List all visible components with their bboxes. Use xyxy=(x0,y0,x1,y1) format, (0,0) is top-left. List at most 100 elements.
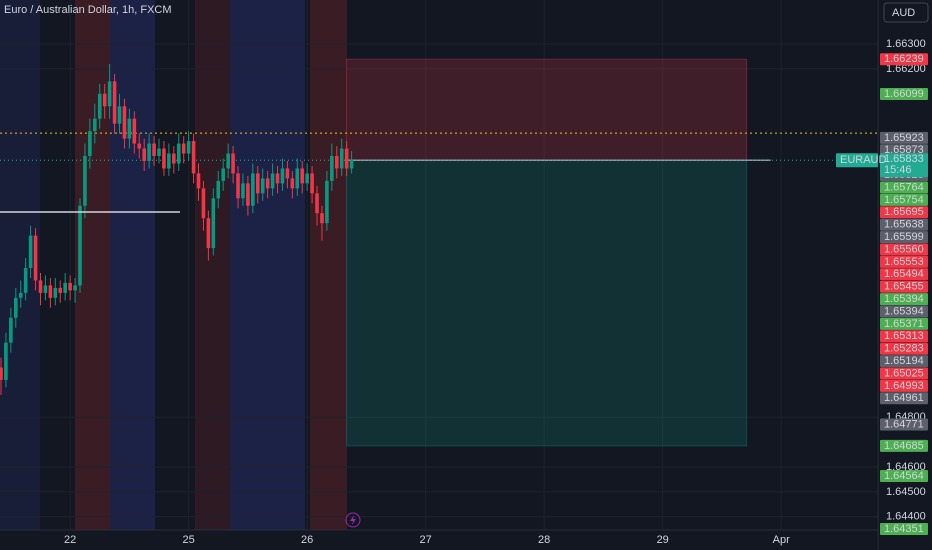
candle-body xyxy=(344,148,349,169)
price-label-box xyxy=(880,206,928,219)
price-label-box xyxy=(880,243,928,256)
x-tick-label: 26 xyxy=(301,534,313,546)
candle-body xyxy=(236,173,240,199)
candle-body xyxy=(127,118,132,139)
price-label-box xyxy=(880,255,928,268)
candle-body xyxy=(172,153,176,164)
candle-body xyxy=(196,173,201,189)
y-tick-label: 1.64400 xyxy=(886,511,926,523)
candle-body xyxy=(132,118,137,144)
candle-body xyxy=(162,148,166,169)
candle-body xyxy=(14,297,18,318)
price-label-box xyxy=(880,193,928,206)
candle-body xyxy=(181,143,186,154)
x-tick-label: 29 xyxy=(657,534,669,546)
price-label: 1.64771 xyxy=(884,418,924,430)
symbol-tag: EURAUD xyxy=(840,154,887,166)
candle-body xyxy=(290,178,295,189)
price-label: 1.65394 xyxy=(884,293,924,305)
session-band xyxy=(310,0,347,530)
candle-body xyxy=(68,282,72,291)
candle-body xyxy=(176,143,181,164)
candle-body xyxy=(78,205,82,286)
plot xyxy=(0,58,878,447)
candle-body xyxy=(0,367,3,380)
candle-body xyxy=(137,143,142,149)
price-label: 1.65923 xyxy=(884,132,924,144)
x-tick-label: 28 xyxy=(538,534,550,546)
candle-body xyxy=(23,267,28,293)
y-tick-label: 1.64500 xyxy=(886,486,926,498)
x-tick-label: 25 xyxy=(183,534,195,546)
price-label-box xyxy=(880,392,928,405)
price-label-box xyxy=(880,342,928,355)
candle-body xyxy=(191,141,196,174)
candle-body xyxy=(97,93,102,119)
candle-body xyxy=(221,168,226,181)
price-label: 1.65394 xyxy=(884,305,924,317)
candle-body xyxy=(251,173,255,206)
price-label: 1.65560 xyxy=(884,243,924,255)
candle-body xyxy=(4,342,8,380)
candle-body xyxy=(117,106,122,124)
price-label: 1.65599 xyxy=(884,231,924,243)
currency-box[interactable] xyxy=(883,2,929,23)
candle-body xyxy=(43,285,48,293)
event-icon[interactable] xyxy=(345,512,361,528)
price-label: 1.65494 xyxy=(884,268,924,280)
candle-body xyxy=(325,180,329,224)
candle-body xyxy=(112,81,117,124)
candle-body xyxy=(246,183,250,206)
candle-body xyxy=(157,148,161,157)
candle-body xyxy=(142,148,146,161)
price-label: 1.65194 xyxy=(884,355,924,367)
price-label-box xyxy=(880,470,928,483)
price-label-box xyxy=(880,293,928,306)
price-label: 1.65638 xyxy=(884,219,924,231)
price-label-box xyxy=(880,268,928,281)
price-label: 1.65025 xyxy=(884,367,924,379)
y-tick-label: 1.64600 xyxy=(886,461,926,473)
price-label: 1.65313 xyxy=(884,330,924,342)
price-label: 1.64993 xyxy=(884,380,924,392)
candle-body xyxy=(93,118,97,132)
candle-body xyxy=(330,156,334,181)
price-label: 1.65283 xyxy=(884,343,924,355)
price-label-box xyxy=(880,523,928,536)
currency[interactable]: AUD xyxy=(892,7,915,19)
price-label: 1.64685 xyxy=(884,440,924,452)
candle-body xyxy=(265,178,270,189)
current-price-label: 1.65833 xyxy=(884,153,924,165)
candle-body xyxy=(280,168,285,184)
y-tick-label: 1.66200 xyxy=(886,63,926,75)
candle-body xyxy=(122,106,127,139)
price-label-box xyxy=(880,218,928,231)
countdown: 15:46 xyxy=(884,164,912,176)
session-band xyxy=(195,0,230,530)
stop-zone xyxy=(346,58,748,161)
candle-body xyxy=(310,173,314,194)
price-label-box xyxy=(880,181,928,194)
price-label-box xyxy=(880,418,928,431)
price-label: 1.66099 xyxy=(884,88,924,100)
x-tick-label: 27 xyxy=(420,534,432,546)
candle-body xyxy=(167,153,171,169)
candle-body xyxy=(206,218,211,249)
price-label: 1.65754 xyxy=(884,194,924,206)
candle-body xyxy=(275,173,280,184)
candle-body xyxy=(9,317,13,343)
candle-body xyxy=(231,153,235,174)
candle-body xyxy=(260,178,265,194)
x-tick-label: 22 xyxy=(64,534,76,546)
session-bands xyxy=(0,0,347,530)
candle-body xyxy=(216,180,221,199)
event-bolt xyxy=(350,515,356,525)
price-label-box xyxy=(880,53,928,66)
current-price-box xyxy=(880,153,928,178)
grid xyxy=(0,0,878,530)
price-label: 1.64351 xyxy=(884,523,924,535)
price-label: 1.66239 xyxy=(884,53,924,65)
candle-body xyxy=(186,141,191,154)
